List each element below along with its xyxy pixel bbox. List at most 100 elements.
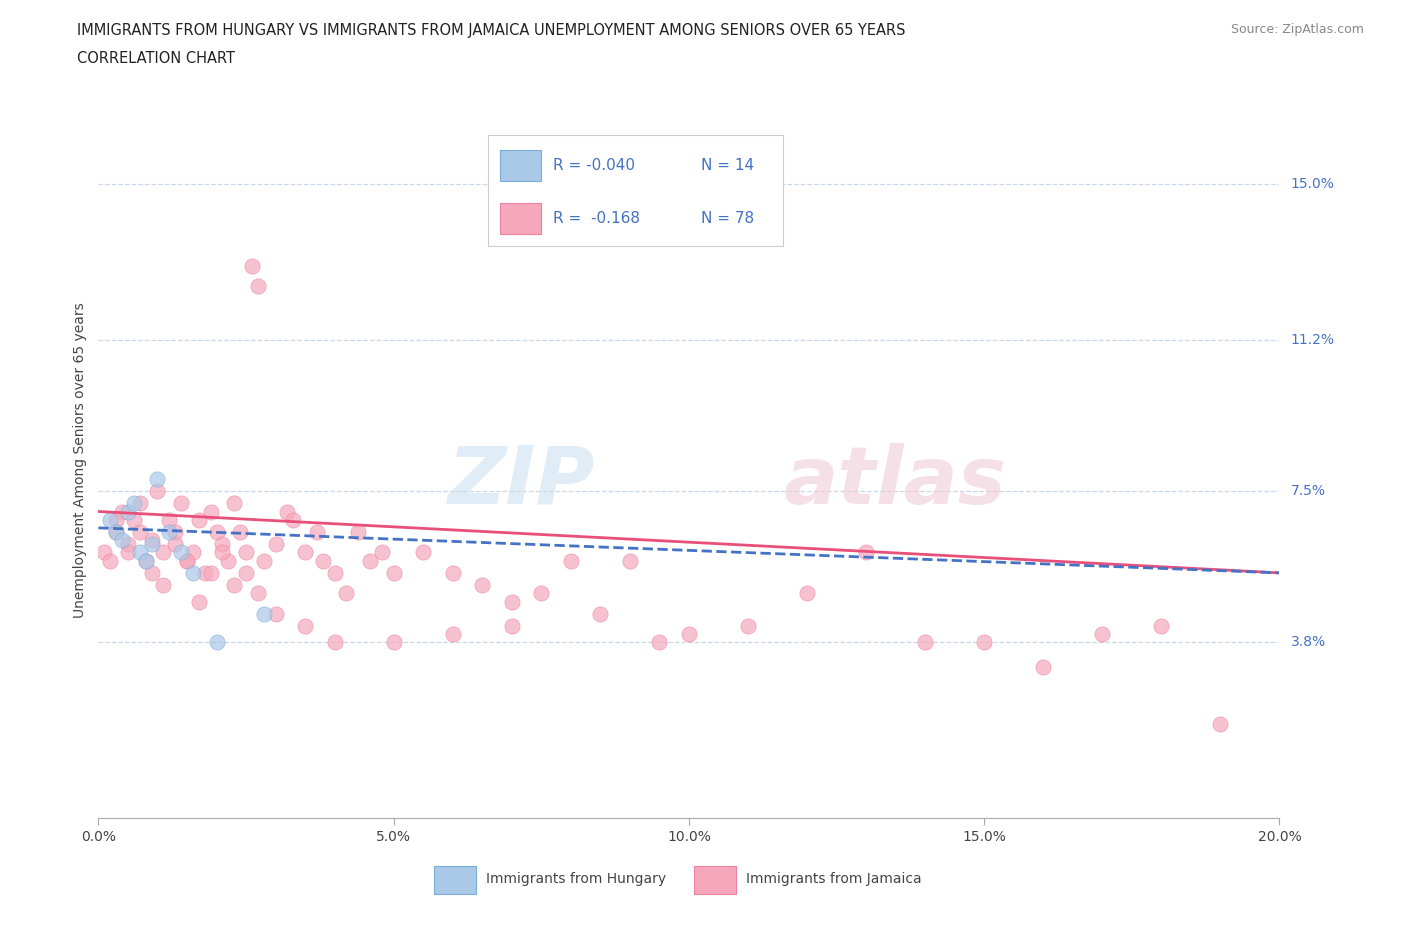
Text: 7.5%: 7.5%	[1291, 484, 1326, 498]
Point	[382, 565, 405, 580]
Text: atlas: atlas	[783, 443, 1007, 521]
Point	[98, 553, 121, 568]
Point	[205, 525, 228, 539]
Point	[117, 537, 139, 551]
Point	[501, 594, 523, 609]
Point	[276, 504, 298, 519]
Point	[371, 545, 394, 560]
Point	[229, 525, 252, 539]
Point	[135, 553, 157, 568]
Point	[441, 565, 464, 580]
Point	[382, 635, 405, 650]
Point	[441, 627, 464, 642]
Point	[176, 553, 198, 568]
Point	[224, 496, 246, 511]
Point	[98, 512, 121, 527]
Point	[264, 537, 287, 551]
Point	[619, 553, 641, 568]
Point	[560, 553, 582, 568]
Point	[165, 525, 187, 539]
Point	[187, 594, 209, 609]
Point	[141, 533, 163, 548]
Point	[128, 545, 150, 560]
Point	[181, 545, 204, 560]
Point	[224, 578, 246, 592]
Point	[117, 545, 139, 560]
Point	[253, 606, 276, 621]
Text: 3.8%: 3.8%	[1291, 635, 1326, 649]
Point	[200, 565, 222, 580]
Point	[194, 565, 217, 580]
Point	[323, 635, 346, 650]
Point	[117, 504, 139, 519]
Point	[152, 545, 174, 560]
Point	[246, 279, 269, 294]
Point	[796, 586, 818, 601]
Point	[146, 472, 169, 486]
Text: IMMIGRANTS FROM HUNGARY VS IMMIGRANTS FROM JAMAICA UNEMPLOYMENT AMONG SENIORS OV: IMMIGRANTS FROM HUNGARY VS IMMIGRANTS FR…	[77, 23, 905, 38]
Point	[347, 525, 370, 539]
Point	[128, 496, 150, 511]
Point	[128, 525, 150, 539]
Point	[359, 553, 381, 568]
Point	[530, 586, 553, 601]
Point	[1091, 627, 1114, 642]
Point	[283, 512, 305, 527]
Point	[187, 512, 209, 527]
Point	[141, 565, 163, 580]
Point	[294, 618, 316, 633]
Point	[335, 586, 357, 601]
Point	[111, 533, 134, 548]
Y-axis label: Unemployment Among Seniors over 65 years: Unemployment Among Seniors over 65 years	[73, 302, 87, 618]
Point	[152, 578, 174, 592]
Point	[135, 553, 157, 568]
Text: CORRELATION CHART: CORRELATION CHART	[77, 51, 235, 66]
Point	[93, 545, 115, 560]
Point	[648, 635, 671, 650]
Text: ZIP: ZIP	[447, 443, 595, 521]
Point	[412, 545, 434, 560]
Point	[678, 627, 700, 642]
Point	[211, 537, 233, 551]
Point	[235, 545, 257, 560]
Point	[1032, 659, 1054, 674]
Point	[501, 618, 523, 633]
Point	[294, 545, 316, 560]
Point	[141, 537, 163, 551]
Point	[170, 496, 193, 511]
Point	[122, 496, 145, 511]
Point	[105, 525, 128, 539]
Point	[105, 512, 128, 527]
Point	[111, 504, 134, 519]
Point	[122, 512, 145, 527]
Point	[157, 512, 180, 527]
Point	[312, 553, 335, 568]
Point	[1150, 618, 1173, 633]
Point	[471, 578, 494, 592]
Text: 11.2%: 11.2%	[1291, 333, 1334, 347]
Point	[914, 635, 936, 650]
Point	[1209, 717, 1232, 732]
Point	[205, 635, 228, 650]
Text: Source: ZipAtlas.com: Source: ZipAtlas.com	[1230, 23, 1364, 36]
Point	[217, 553, 239, 568]
Point	[146, 484, 169, 498]
Point	[305, 525, 328, 539]
Point	[200, 504, 222, 519]
Point	[253, 553, 276, 568]
Point	[589, 606, 612, 621]
Point	[181, 565, 204, 580]
Point	[973, 635, 995, 650]
Point	[855, 545, 877, 560]
Point	[323, 565, 346, 580]
Point	[170, 545, 193, 560]
Point	[737, 618, 759, 633]
Text: 15.0%: 15.0%	[1291, 177, 1334, 192]
Point	[176, 553, 198, 568]
Point	[264, 606, 287, 621]
Point	[246, 586, 269, 601]
Point	[240, 259, 263, 273]
Point	[165, 537, 187, 551]
Point	[235, 565, 257, 580]
Point	[157, 525, 180, 539]
